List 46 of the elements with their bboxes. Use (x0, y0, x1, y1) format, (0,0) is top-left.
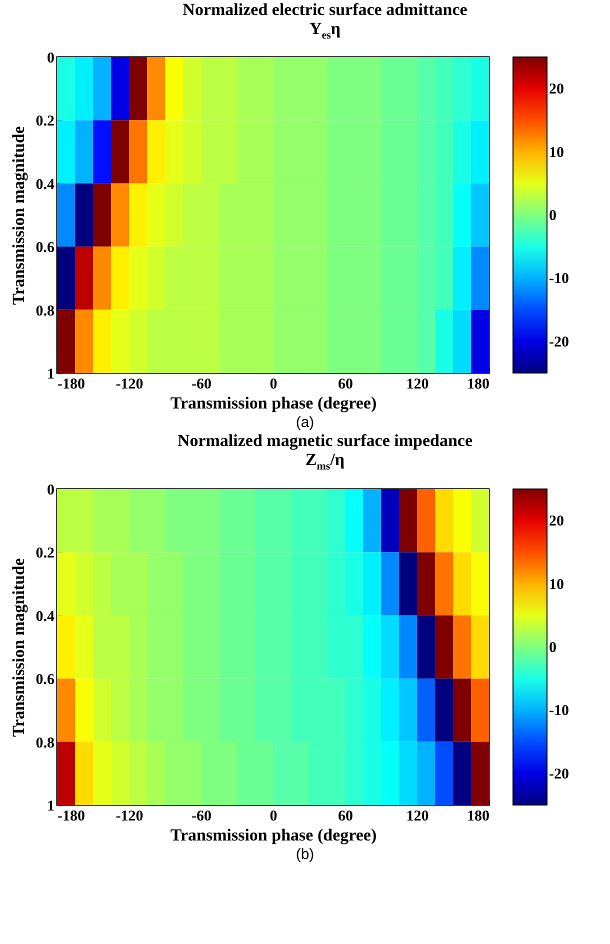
y-axis-title: Transmission magnitude (8, 126, 28, 306)
y-tick-label: 1 (47, 798, 54, 814)
y-tick-label: 0.8 (36, 735, 54, 752)
color-bar-label: 10 (549, 145, 564, 162)
y-tick-label: 0.2 (36, 545, 54, 562)
x-tick-label: -120 (116, 808, 144, 824)
color-bar-label: -10 (549, 702, 569, 719)
y-tick-label: 1 (47, 366, 54, 383)
color-bar-label: -20 (549, 766, 569, 782)
x-tick-label: 180 (467, 808, 490, 824)
x-tick-label: -180 (58, 376, 85, 393)
y-axis-title: Transmission magnitude (8, 557, 28, 737)
x-tick-label: -120 (116, 376, 144, 393)
chart-title: Normalized magnetic surface impedance (177, 431, 473, 450)
color-bar-label: -10 (549, 272, 569, 288)
x-tick-label: 120 (406, 808, 429, 824)
x-tick-label: 60 (338, 808, 353, 824)
y-tick-label: 0.6 (36, 672, 55, 688)
chart-subtitle: Z$_{ms}$/η (305, 450, 345, 473)
color-bar-label: 0 (549, 208, 556, 224)
x-tick-label: -60 (192, 808, 212, 824)
color-bar-label: 0 (549, 640, 556, 656)
x-tick-label: -180 (58, 808, 85, 824)
color-bar-label: 20 (549, 82, 564, 98)
x-tick-label: 180 (467, 376, 490, 393)
x-tick-label: 0 (270, 376, 278, 393)
y-tick-label: 0.4 (36, 608, 55, 625)
x-tick-label: -60 (192, 376, 212, 393)
x-axis-title: Transmission phase (degree) (170, 394, 377, 413)
x-tick-label: 120 (406, 376, 429, 393)
x-tick-label: 0 (270, 808, 278, 824)
y-tick-label: 0.2 (36, 114, 54, 130)
y-tick-label: 0 (47, 482, 54, 498)
color-bar-label: 20 (549, 513, 564, 530)
color-bar-label: -20 (549, 334, 569, 351)
text: (b) (294, 846, 316, 863)
y-tick-label: 0.4 (36, 177, 55, 194)
y-tick-label: 0.8 (36, 304, 54, 320)
chart-subtitle: Y$_{es}$η (309, 19, 341, 42)
y-tick-label: 0.6 (36, 240, 55, 256)
x-axis-title: Transmission phase (degree) (170, 825, 377, 844)
x-tick-label: 60 (338, 376, 353, 393)
color-bar-label: 10 (549, 576, 564, 593)
y-tick-label: 0 (47, 50, 54, 67)
text: (a) (294, 414, 316, 432)
chart-title: Normalized electric surface admittance (182, 0, 468, 19)
